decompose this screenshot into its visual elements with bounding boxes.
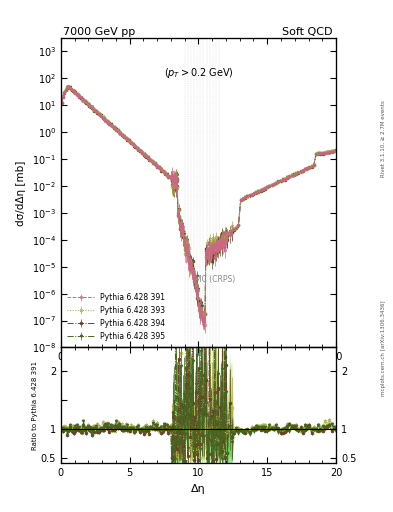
Text: $(p_T > 0.2\ \mathrm{GeV})$: $(p_T > 0.2\ \mathrm{GeV})$ bbox=[163, 66, 233, 80]
Text: MC (CRPS): MC (CRPS) bbox=[195, 275, 235, 284]
Text: Soft QCD: Soft QCD bbox=[282, 27, 332, 37]
Y-axis label: Ratio to Pythia 6.428 391: Ratio to Pythia 6.428 391 bbox=[32, 361, 38, 450]
Legend: Pythia 6.428 391, Pythia 6.428 393, Pythia 6.428 394, Pythia 6.428 395: Pythia 6.428 391, Pythia 6.428 393, Pyth… bbox=[68, 293, 165, 340]
Text: Rivet 3.1.10, ≥ 2.7M events: Rivet 3.1.10, ≥ 2.7M events bbox=[381, 100, 386, 177]
Y-axis label: dσ/dΔη [mb]: dσ/dΔη [mb] bbox=[16, 160, 26, 226]
Text: 7000 GeV pp: 7000 GeV pp bbox=[63, 27, 135, 37]
X-axis label: Δη: Δη bbox=[191, 484, 206, 494]
Text: mcplots.cern.ch [arXiv:1306.3436]: mcplots.cern.ch [arXiv:1306.3436] bbox=[381, 301, 386, 396]
